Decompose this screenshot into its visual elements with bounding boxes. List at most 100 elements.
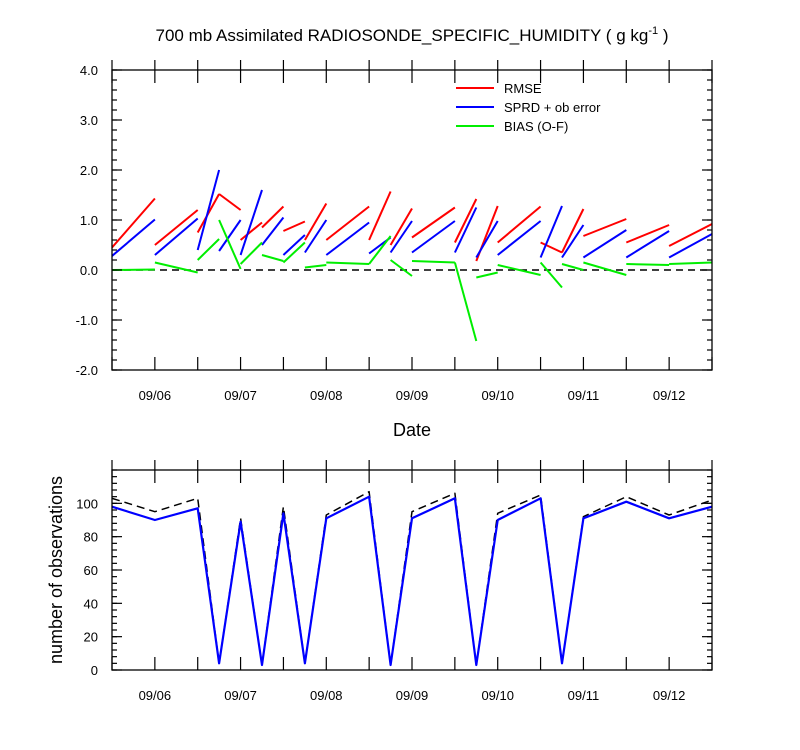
series-segment [561,263,584,271]
series-segment [389,220,413,254]
series-segment [154,217,199,256]
chart-title: 700 mb Assimilated RADIOSONDE_SPECIFIC_H… [156,25,669,45]
series-segment [218,193,242,211]
top-xtick-label: 09/08 [310,388,343,403]
series-segment [368,191,392,241]
series-segment [239,221,263,241]
series-segment [154,261,198,274]
series-segment [218,219,242,270]
series-sprd-ob-error [112,169,712,259]
series-segment [390,259,413,277]
series-segment [583,218,627,237]
top-ytick-label: 1.0 [80,213,98,228]
series-segment [196,238,220,261]
bottom-xtick-label: 09/11 [568,688,600,703]
series-segment [561,224,585,259]
series-segment [668,233,712,259]
series-segment [453,262,478,342]
top-ytick-label: 0.0 [80,263,98,278]
series-used-observations [112,495,712,667]
top-xtick-label: 09/12 [653,388,686,403]
series-segment [561,208,585,253]
legend: RMSE SPRD + ob error BIAS (O-F) [456,81,601,134]
chart-title-end: ) [658,26,668,45]
series-segment [475,220,499,259]
series-line [112,495,712,667]
series-segment [625,224,670,244]
series-segment [218,219,242,252]
series-rmse [112,191,712,262]
series-segment [154,209,199,246]
bottom-ytick-label: 60 [84,563,98,578]
series-segment [668,223,712,247]
bottom-ytick-label: 20 [84,630,98,645]
series-segment [261,205,285,229]
top-ytick-label: -2.0 [76,363,98,378]
series-segment [325,221,370,256]
series-segment [539,261,563,289]
top-xtick-label: 09/10 [481,388,514,403]
bottom-ytick-label: 100 [76,496,98,511]
series-segment [112,197,156,249]
series-segment [196,169,221,251]
series-segment [411,220,456,254]
series-segment [261,254,284,262]
series-segment [453,207,478,253]
legend-label: SPRD + ob error [504,100,601,115]
series-segment [282,234,306,256]
chart-title-superscript: -1 [648,25,658,37]
bottom-xtick-label: 09/12 [653,688,686,703]
bottom-ytick-label: 40 [84,596,98,611]
series-segment [454,198,478,243]
chart-title-main: 700 mb Assimilated RADIOSONDE_SPECIFIC_H… [156,26,649,45]
top-xtick-label: 09/09 [396,388,429,403]
series-segment [411,260,455,264]
series-segment [582,229,627,259]
legend-label: BIAS (O-F) [504,119,568,134]
top-ytick-label: 4.0 [80,63,98,78]
bottom-xtick-label: 09/08 [310,688,343,703]
top-ytick-label: 3.0 [80,113,98,128]
y-axis-title-observations: number of observations [46,476,66,664]
series-segment [625,230,670,259]
legend-label: RMSE [504,81,542,96]
bottom-plot-frame [111,469,713,671]
top-xtick-label: 09/07 [224,388,257,403]
series-segment [540,241,563,254]
bottom-xtick-label: 09/06 [139,688,172,703]
bottom-ytick-label: 0 [91,663,98,678]
top-ytick-label: -1.0 [76,313,98,328]
series-segment [112,218,156,257]
series-segment [239,241,263,265]
x-axis-title: Date [393,420,431,440]
bottom-xtick-label: 09/07 [224,688,257,703]
series-segment [497,264,541,276]
series-segment [261,216,285,246]
series-segment [411,206,456,239]
bottom-panel: 0 20 40 60 80 100 09/06 09/07 09/08 09/09 09/10 09/… [46,460,713,703]
series-segment [669,261,712,265]
series-segment [389,207,413,246]
top-xtick-label: 09/11 [568,388,600,403]
top-ytick-label: 2.0 [80,163,98,178]
series-segment [239,189,263,256]
top-plot-frame [111,69,713,371]
series-segment [497,205,542,244]
series-segment [282,241,306,264]
bottom-xtick-label: 09/10 [481,688,514,703]
series-segment [539,205,563,258]
series-segment [583,261,627,276]
series-segment [626,263,670,266]
bottom-ytick-label: 80 [84,530,98,545]
series-segment [282,220,306,232]
top-panel: 700 mb Assimilated RADIOSONDE_SPECIFIC_H… [76,25,713,440]
series-segment [304,264,327,269]
top-xtick-label: 09/06 [139,388,172,403]
series-segment [476,271,498,279]
bottom-xtick-label: 09/09 [396,688,429,703]
series-segment [304,219,328,254]
series-segment [497,220,542,256]
series-segment [325,205,370,241]
series-segment [368,235,392,265]
